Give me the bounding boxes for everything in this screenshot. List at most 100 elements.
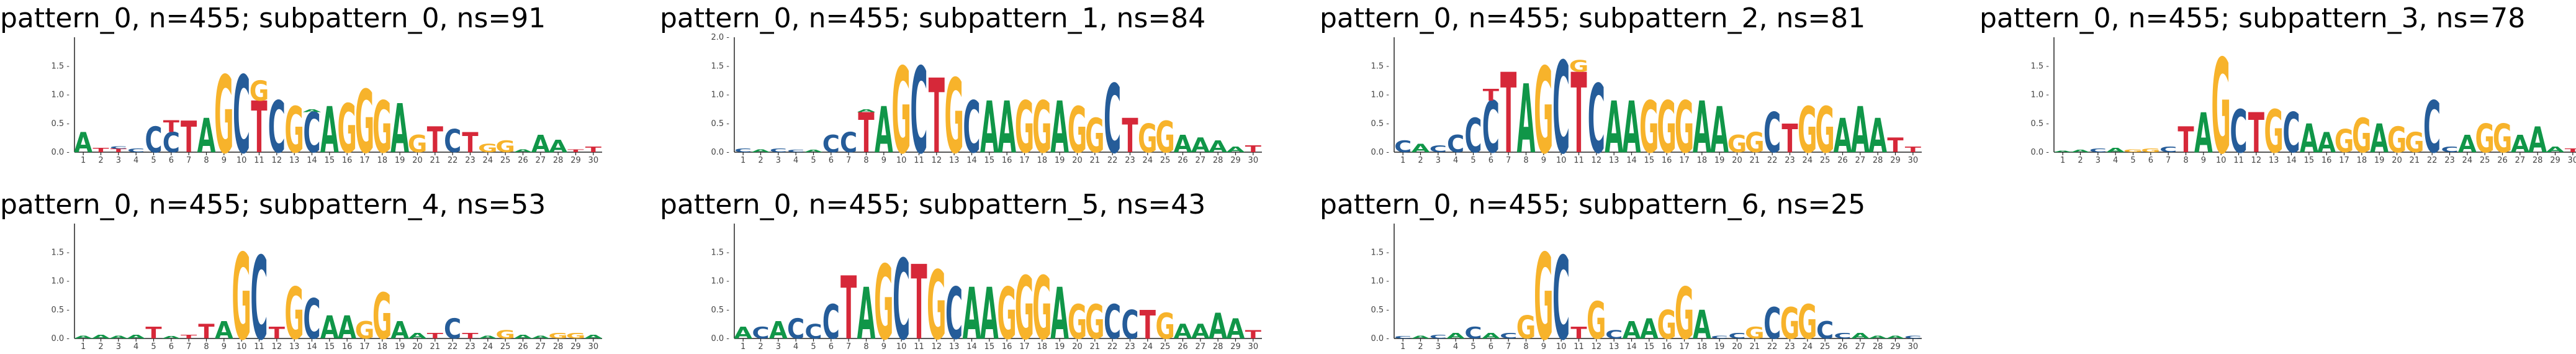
x-tick-label: 20 (1072, 342, 1083, 352)
y-tick-label: 1.5 - (711, 248, 730, 257)
x-tick-label: 3 (776, 342, 781, 352)
logo-letter-A: A (1605, 87, 1623, 170)
x-tick-label: 11 (254, 342, 264, 352)
logo-letter-G: G (1534, 230, 1554, 354)
logo-letter-A: A (549, 136, 567, 156)
logo-letter-A: A (514, 334, 533, 340)
logo-panel-1: pattern_0, n=455; subpattern_1, ns=84 0.0… (660, 2, 1262, 181)
logo-letter-C: C (2159, 145, 2177, 154)
x-tick-label: 11 (254, 156, 264, 165)
logo-letter-G: G (2352, 109, 2372, 164)
logo-letter-G: G (2211, 32, 2231, 183)
logo-letter-T: T (2177, 120, 2194, 161)
logo-letter-G: G (232, 230, 251, 354)
x-tick-label: 15 (984, 342, 995, 352)
x-tick-label: 23 (1785, 342, 1795, 352)
x-tick-label: 5 (151, 156, 156, 165)
x-tick-label: 10 (896, 156, 907, 165)
x-tick-label: 19 (395, 156, 405, 165)
panel-title: pattern_0, n=455; subpattern_1, ns=84 (660, 2, 1205, 34)
logo-letter-C: C (787, 312, 804, 345)
x-tick-label: 20 (412, 156, 423, 165)
logo-letter-A: A (1227, 145, 1245, 154)
x-tick-label: 27 (1196, 342, 1206, 352)
x-tick-label: 9 (222, 156, 227, 165)
x-tick-label: 19 (395, 342, 405, 352)
x-tick-label: 15 (325, 342, 335, 352)
x-tick-label: 1 (81, 342, 86, 352)
logo-letter-T: T (110, 148, 127, 153)
x-tick-label: 28 (1213, 342, 1223, 352)
logo-letter-T: T (2565, 148, 2576, 153)
logo-letter-C: C (127, 148, 145, 153)
logo-letter-C: C (1763, 299, 1781, 349)
x-tick-label: 30 (1248, 342, 1259, 352)
logo-letter-G: G (1657, 302, 1677, 348)
x-tick-label: 8 (1523, 342, 1528, 352)
logo-letter-G: G (1745, 126, 1765, 158)
x-tick-label: 8 (204, 342, 209, 352)
x-tick-label: 26 (518, 156, 528, 165)
logo-letter-A: A (1174, 131, 1192, 158)
logo-letter-G: G (2141, 148, 2161, 153)
x-tick-label: 1 (1400, 342, 1405, 352)
logo-letter-A: A (2300, 116, 2318, 162)
logo-letter-A: A (998, 87, 1016, 170)
logo-letter-G: G (1015, 87, 1035, 170)
logo-letter-A: A (752, 148, 771, 153)
logo-letter-G: G (944, 58, 964, 177)
logo-letter-A: A (1693, 87, 1711, 170)
x-tick-label: 10 (2216, 156, 2227, 165)
x-tick-label: 14 (2286, 156, 2297, 165)
x-tick-label: 11 (914, 156, 924, 165)
x-tick-label: 9 (222, 342, 227, 352)
logo-letter-T: T (269, 324, 286, 343)
x-tick-label: 27 (1196, 156, 1206, 165)
x-tick-label: 20 (1732, 156, 1742, 165)
x-tick-label: 18 (377, 342, 388, 352)
x-tick-label: 20 (412, 342, 423, 352)
logo-letter-C: C (1588, 65, 1605, 175)
logo-letter-T: T (1781, 116, 1798, 162)
y-tick-label: 0.5 - (711, 119, 730, 129)
y-tick-label: 1.5 - (52, 248, 70, 257)
x-tick-label: 22 (448, 342, 458, 352)
x-tick-label: 14 (966, 156, 977, 165)
logo-letter-C: C (1482, 87, 1500, 170)
x-tick-label: 2 (758, 342, 763, 352)
logo-letter-C: C (1464, 109, 1482, 164)
logo-letter-C: C (787, 150, 804, 153)
logo-letter-A: A (769, 317, 788, 345)
logo-letter-G: G (1727, 131, 1747, 158)
x-tick-label: 30 (1248, 156, 1259, 165)
logo-letter-C: C (1728, 331, 1745, 340)
logo-letter-G: G (1815, 94, 1835, 168)
logo-letter-A: A (2053, 150, 2072, 153)
x-tick-label: 7 (186, 156, 191, 165)
logo-letter-C: C (250, 234, 268, 354)
x-tick-label: 11 (1574, 342, 1584, 352)
logo-letter-C: C (1816, 317, 1834, 345)
logo-letter-G: G (1138, 116, 1158, 162)
logo-letter-G: G (2475, 116, 2495, 162)
logo-letter-A: A (1693, 302, 1711, 348)
logo-letter-G: G (284, 273, 304, 354)
logo-letter-A: A (2317, 126, 2336, 158)
x-tick-label: 26 (1178, 156, 1188, 165)
logo-letter-G: G (1155, 113, 1175, 163)
logo-letter-A: A (1174, 320, 1193, 343)
logo-letter-A: A (857, 109, 876, 113)
x-tick-label: 13 (289, 342, 300, 352)
x-tick-label: 25 (500, 156, 511, 165)
logo-letter-C: C (822, 131, 840, 158)
x-tick-label: 29 (1890, 156, 1901, 165)
x-tick-label: 19 (1714, 342, 1725, 352)
x-tick-label: 21 (1090, 156, 1101, 165)
x-tick-label: 4 (793, 156, 798, 165)
x-tick-label: 12 (932, 156, 942, 165)
logo-letter-T: T (427, 120, 443, 161)
x-tick-label: 8 (863, 156, 868, 165)
x-tick-label: 1 (1400, 156, 1405, 165)
x-tick-label: 16 (342, 156, 353, 165)
x-tick-label: 16 (1662, 342, 1672, 352)
